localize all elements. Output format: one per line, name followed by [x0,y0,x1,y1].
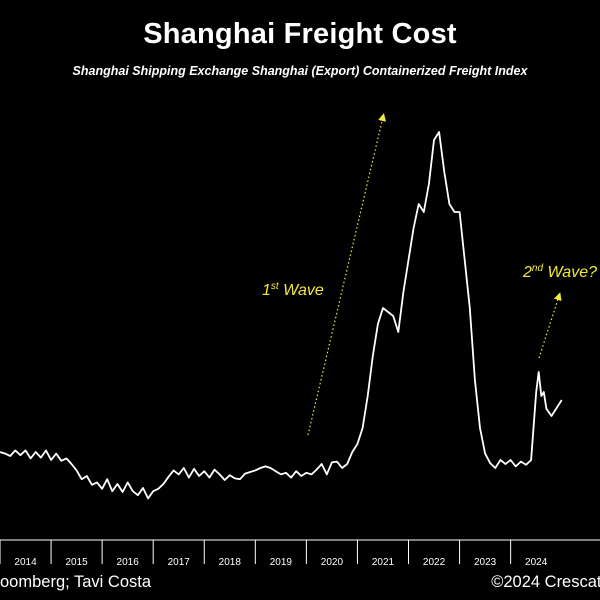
chart-title: Shanghai Freight Cost [143,18,457,50]
second-wave-word: Wave? [543,264,597,281]
x-tick-label: 2014 [14,557,37,568]
x-tick-label: 2020 [321,557,344,568]
second-wave-number: 2 [522,264,532,281]
x-tick-label: 2022 [423,557,446,568]
annotations: 1st Wave 2nd Wave? [262,113,597,436]
x-tick-label: 2017 [168,557,191,568]
x-tick-label: 2015 [65,557,88,568]
first-wave-number: 1 [262,282,271,299]
copyright-note: ©2024 Crescat C [491,573,600,591]
first-wave-ordinal: st [271,281,280,292]
x-tick-label: 2018 [219,557,242,568]
x-tick-label: 2023 [474,557,497,568]
first-wave-label: 1st Wave [262,281,324,299]
second-wave-label: 2nd Wave? [522,263,597,281]
second-wave-ordinal: nd [532,263,544,274]
x-axis: 2014 2015 2016 2017 2018 2019 2020 2021 2022 2023… [0,539,600,568]
second-wave-arrow [538,292,562,359]
freight-index-line [0,131,563,500]
x-tick-label: 2024 [525,557,548,568]
source-note: oomberg; Tavi Costa [0,573,152,591]
x-tick-label: 2021 [372,557,395,568]
first-wave-word: Wave [279,282,324,299]
series-group [0,131,563,500]
first-wave-arrow [307,113,386,436]
x-tick-label: 2016 [117,557,140,568]
x-tick-label: 2019 [270,557,293,568]
chart-subtitle: Shanghai Shipping Exchange Shanghai (Exp… [72,64,528,78]
